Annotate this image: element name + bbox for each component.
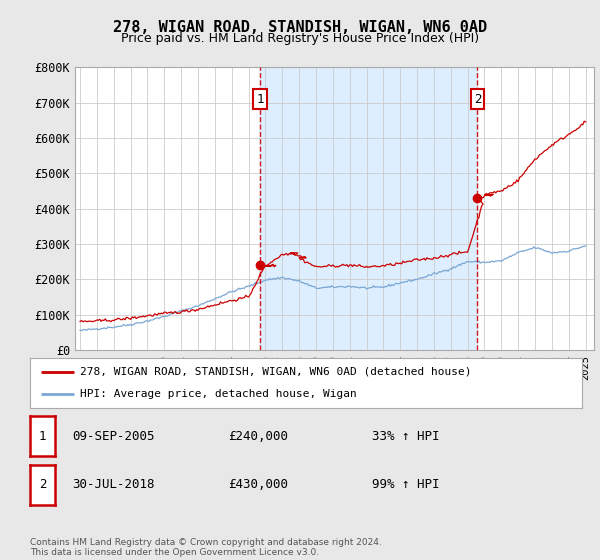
Text: 278, WIGAN ROAD, STANDISH, WIGAN, WN6 0AD (detached house): 278, WIGAN ROAD, STANDISH, WIGAN, WN6 0A… [80, 367, 471, 377]
Text: £430,000: £430,000 [228, 478, 288, 492]
Text: 30-JUL-2018: 30-JUL-2018 [72, 478, 155, 492]
Text: £240,000: £240,000 [228, 430, 288, 443]
Text: 2: 2 [39, 478, 46, 492]
Bar [260, 67, 478, 350]
Text: Contains HM Land Registry data © Crown copyright and database right 2024.
This d: Contains HM Land Registry data © Crown c… [30, 538, 382, 557]
Text: 99% ↑ HPI: 99% ↑ HPI [372, 478, 439, 492]
Text: 2: 2 [473, 92, 481, 105]
Text: 09-SEP-2005: 09-SEP-2005 [72, 430, 155, 443]
Text: HPI: Average price, detached house, Wigan: HPI: Average price, detached house, Wiga… [80, 389, 356, 399]
Text: 1: 1 [256, 92, 264, 105]
Text: 33% ↑ HPI: 33% ↑ HPI [372, 430, 439, 443]
Text: Price paid vs. HM Land Registry's House Price Index (HPI): Price paid vs. HM Land Registry's House … [121, 32, 479, 45]
Text: 278, WIGAN ROAD, STANDISH, WIGAN, WN6 0AD: 278, WIGAN ROAD, STANDISH, WIGAN, WN6 0A… [113, 20, 487, 35]
Text: 1: 1 [39, 430, 46, 443]
